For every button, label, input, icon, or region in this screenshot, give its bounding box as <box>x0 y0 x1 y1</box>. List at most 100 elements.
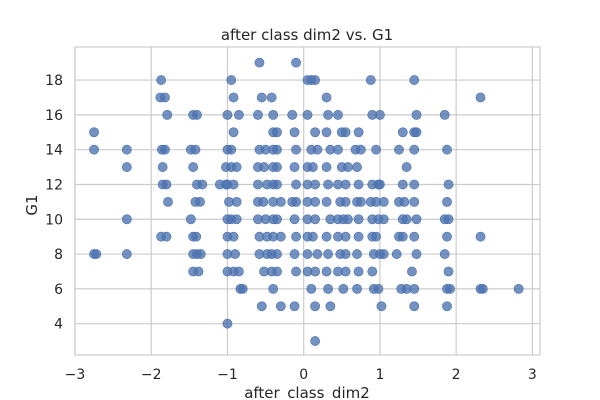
data-point <box>340 231 351 242</box>
data-point <box>353 127 364 138</box>
data-point <box>310 266 321 277</box>
data-point <box>376 301 387 312</box>
data-point <box>343 214 353 225</box>
data-point <box>237 283 248 294</box>
data-point <box>231 196 242 207</box>
y-tick-labels: 4 6 8 10 12 14 16 18 <box>45 73 63 333</box>
data-point <box>275 301 286 312</box>
data-point <box>323 109 333 120</box>
x-tick-label: −1 <box>217 367 238 383</box>
data-point <box>365 75 376 85</box>
y-tick-label: 14 <box>45 143 63 159</box>
x-tick-label: 2 <box>452 367 461 383</box>
data-point <box>321 266 332 277</box>
data-point <box>442 231 452 242</box>
data-point <box>442 144 452 155</box>
data-point <box>333 109 343 120</box>
data-point <box>188 162 199 172</box>
data-point <box>310 301 321 312</box>
data-point <box>353 266 364 277</box>
data-point <box>310 75 321 85</box>
data-point <box>338 283 349 294</box>
data-point <box>228 92 239 103</box>
data-point <box>259 162 269 172</box>
data-point <box>401 214 412 225</box>
data-point <box>289 162 300 172</box>
y-tick-label: 4 <box>54 317 63 333</box>
data-point <box>443 266 454 277</box>
data-point <box>310 179 321 190</box>
x-tick-labels: −3 −2 −1 0 1 2 3 <box>65 367 537 383</box>
data-point <box>191 231 202 242</box>
data-point <box>289 214 300 225</box>
data-point <box>256 301 267 312</box>
y-tick-label: 16 <box>45 108 63 124</box>
data-point <box>121 144 132 155</box>
data-point <box>160 144 170 155</box>
data-point <box>375 109 385 120</box>
data-point <box>161 231 172 242</box>
data-point <box>275 196 286 207</box>
data-point <box>477 283 488 294</box>
data-point <box>375 179 385 190</box>
data-point <box>275 231 286 242</box>
data-point <box>407 266 417 277</box>
data-point <box>195 249 206 259</box>
data-point <box>397 231 408 242</box>
data-point <box>233 109 244 120</box>
data-point <box>89 127 99 138</box>
data-point <box>272 249 282 259</box>
data-point <box>409 301 420 312</box>
data-point <box>352 162 362 172</box>
data-point <box>442 301 452 312</box>
data-point <box>228 179 239 190</box>
data-point <box>310 127 321 138</box>
data-point <box>340 249 351 259</box>
data-point <box>321 92 332 103</box>
data-point <box>302 109 313 120</box>
data-point <box>401 162 412 172</box>
data-point <box>268 109 279 120</box>
data-point <box>352 283 362 294</box>
data-point <box>256 92 267 103</box>
data-point <box>231 162 242 172</box>
data-point <box>411 109 422 120</box>
data-point <box>272 179 282 190</box>
data-point <box>475 231 486 242</box>
data-point <box>409 179 420 190</box>
data-point <box>306 283 317 294</box>
data-point <box>378 249 389 259</box>
data-point <box>156 75 167 85</box>
data-point <box>323 283 333 294</box>
data-point <box>121 249 132 259</box>
data-point <box>163 196 173 207</box>
data-point <box>195 196 205 207</box>
data-point <box>268 283 279 294</box>
data-point <box>353 214 364 225</box>
data-point <box>291 231 301 242</box>
data-point <box>272 214 282 225</box>
data-point <box>411 214 422 225</box>
y-axis-label: G1 <box>23 194 41 215</box>
data-point <box>121 162 132 172</box>
data-point <box>289 301 300 312</box>
chart-title: after class dim2 vs. G1 <box>221 26 393 44</box>
data-point <box>321 231 332 242</box>
x-tick-label: 1 <box>375 367 384 383</box>
data-point <box>340 196 351 207</box>
data-point <box>353 231 364 242</box>
data-point <box>445 283 455 294</box>
data-point <box>378 196 389 207</box>
x-tick-label: −3 <box>65 367 86 383</box>
data-point <box>89 144 99 155</box>
data-point <box>254 57 265 68</box>
data-point <box>399 196 410 207</box>
data-point <box>353 179 364 190</box>
data-point <box>391 249 402 259</box>
data-point <box>291 179 301 190</box>
data-point <box>352 249 362 259</box>
data-point <box>192 109 202 120</box>
data-point <box>160 92 170 103</box>
data-point <box>443 179 454 190</box>
data-point <box>409 196 420 207</box>
